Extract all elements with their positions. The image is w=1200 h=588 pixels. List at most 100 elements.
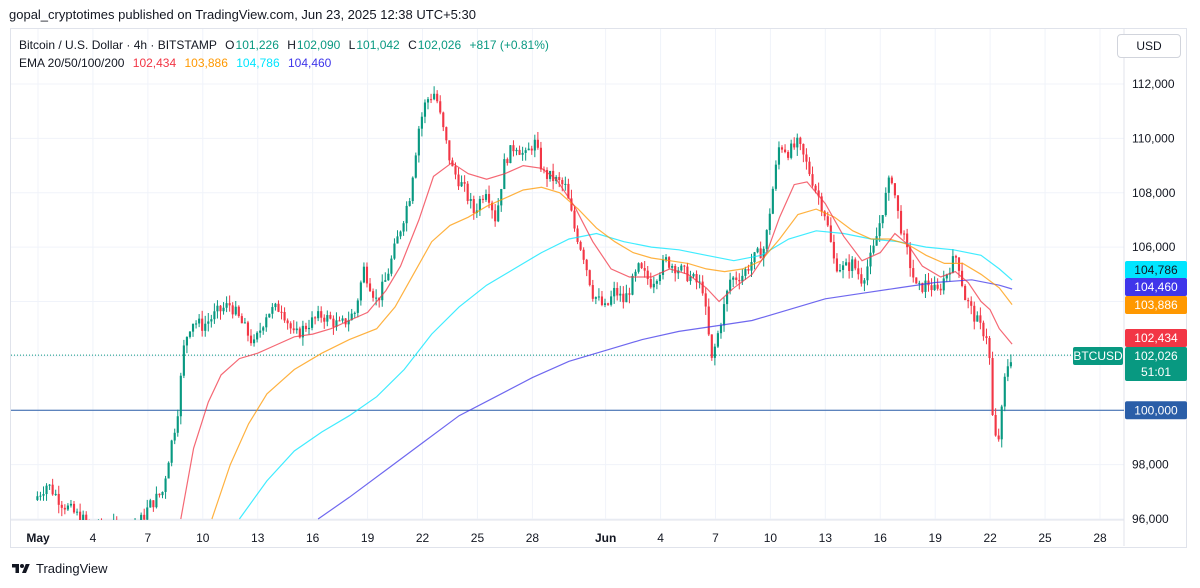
candle xyxy=(387,273,390,281)
candle xyxy=(851,259,854,272)
symbol-title[interactable]: Bitcoin / U.S. Dollar · 4h · BITSTAMP xyxy=(19,38,217,52)
candle xyxy=(930,285,933,291)
candle xyxy=(619,293,622,296)
candle xyxy=(869,252,872,267)
close-value: 102,026 xyxy=(417,38,462,52)
candle xyxy=(356,300,359,313)
footer-logo[interactable]: TradingView xyxy=(10,561,108,576)
candle xyxy=(149,500,152,508)
candle xyxy=(835,258,839,272)
candle xyxy=(36,496,39,500)
candle xyxy=(210,319,213,322)
candle xyxy=(94,526,96,528)
candle xyxy=(887,177,890,193)
candle xyxy=(640,263,643,269)
candle xyxy=(933,284,936,291)
candle xyxy=(668,257,671,268)
candle xyxy=(631,275,634,295)
candle xyxy=(51,484,54,495)
time-tick-label: 10 xyxy=(764,531,778,545)
candle xyxy=(246,322,250,336)
candle xyxy=(179,375,182,417)
candle xyxy=(97,522,99,528)
currency-button[interactable]: USD xyxy=(1117,34,1181,58)
candle xyxy=(274,303,277,308)
candle xyxy=(381,281,384,301)
candle xyxy=(610,296,613,305)
change-value: +817 (+0.81%) xyxy=(469,38,549,52)
high-label: H xyxy=(287,38,296,52)
time-tick-label: 13 xyxy=(251,531,265,545)
candle xyxy=(295,328,298,331)
candle xyxy=(341,318,344,321)
candle xyxy=(811,174,814,186)
candle xyxy=(704,293,707,307)
candle xyxy=(915,277,918,284)
ema-legend: EMA 20/50/100/200 102,434 103,886 104,78… xyxy=(19,56,336,70)
candle xyxy=(957,257,961,271)
ema200-value: 104,460 xyxy=(287,56,332,70)
candle xyxy=(417,128,420,156)
candle xyxy=(710,334,713,358)
candle xyxy=(1000,406,1003,440)
candle xyxy=(570,198,573,211)
candle xyxy=(756,248,759,253)
candle xyxy=(365,266,369,284)
candle xyxy=(896,195,900,211)
candle xyxy=(524,150,527,153)
candle xyxy=(500,189,503,206)
candle xyxy=(991,358,994,416)
candle xyxy=(759,248,762,259)
ema200-line xyxy=(317,279,1013,520)
ema50-value: 103,886 xyxy=(184,56,228,70)
candle xyxy=(219,305,222,312)
candle xyxy=(512,145,515,152)
candle xyxy=(375,297,378,299)
candle xyxy=(198,318,201,324)
candle xyxy=(436,93,439,102)
candle xyxy=(829,225,832,242)
candle xyxy=(222,307,225,312)
footer-brand: TradingView xyxy=(36,561,108,576)
candle xyxy=(66,505,69,510)
candle xyxy=(317,311,320,319)
candle xyxy=(780,147,784,150)
ema-indicator-title[interactable]: EMA 20/50/100/200 xyxy=(19,56,125,70)
candle xyxy=(912,268,915,278)
candle xyxy=(125,523,127,531)
candle xyxy=(722,304,726,326)
candle xyxy=(600,296,604,305)
candle xyxy=(622,293,625,303)
candle xyxy=(265,317,268,328)
candle xyxy=(478,198,481,211)
candle xyxy=(726,290,729,305)
candle xyxy=(54,493,57,495)
candle xyxy=(863,280,866,284)
candle xyxy=(259,330,262,333)
candle xyxy=(75,511,79,513)
candle xyxy=(906,233,909,248)
time-tick-label: 7 xyxy=(712,531,719,545)
candle xyxy=(60,504,63,508)
candle xyxy=(332,318,335,327)
candle xyxy=(860,274,863,284)
price-tick-label: 106,000 xyxy=(1132,240,1176,254)
candle xyxy=(454,166,457,175)
candle xyxy=(616,287,619,296)
candle xyxy=(1003,376,1006,407)
symbol-tag-label: BTCUSD xyxy=(1073,349,1123,363)
candle xyxy=(606,303,610,305)
candle xyxy=(771,188,774,214)
open-label: O xyxy=(225,38,235,52)
candle xyxy=(658,274,662,282)
candle xyxy=(268,313,271,318)
time-tick-label: 4 xyxy=(90,531,97,545)
low-value: 101,042 xyxy=(356,38,400,52)
candle xyxy=(353,312,356,314)
candle xyxy=(713,346,716,358)
candle xyxy=(457,174,460,187)
candle xyxy=(442,112,445,128)
candle xyxy=(249,335,253,344)
candle xyxy=(805,154,808,162)
